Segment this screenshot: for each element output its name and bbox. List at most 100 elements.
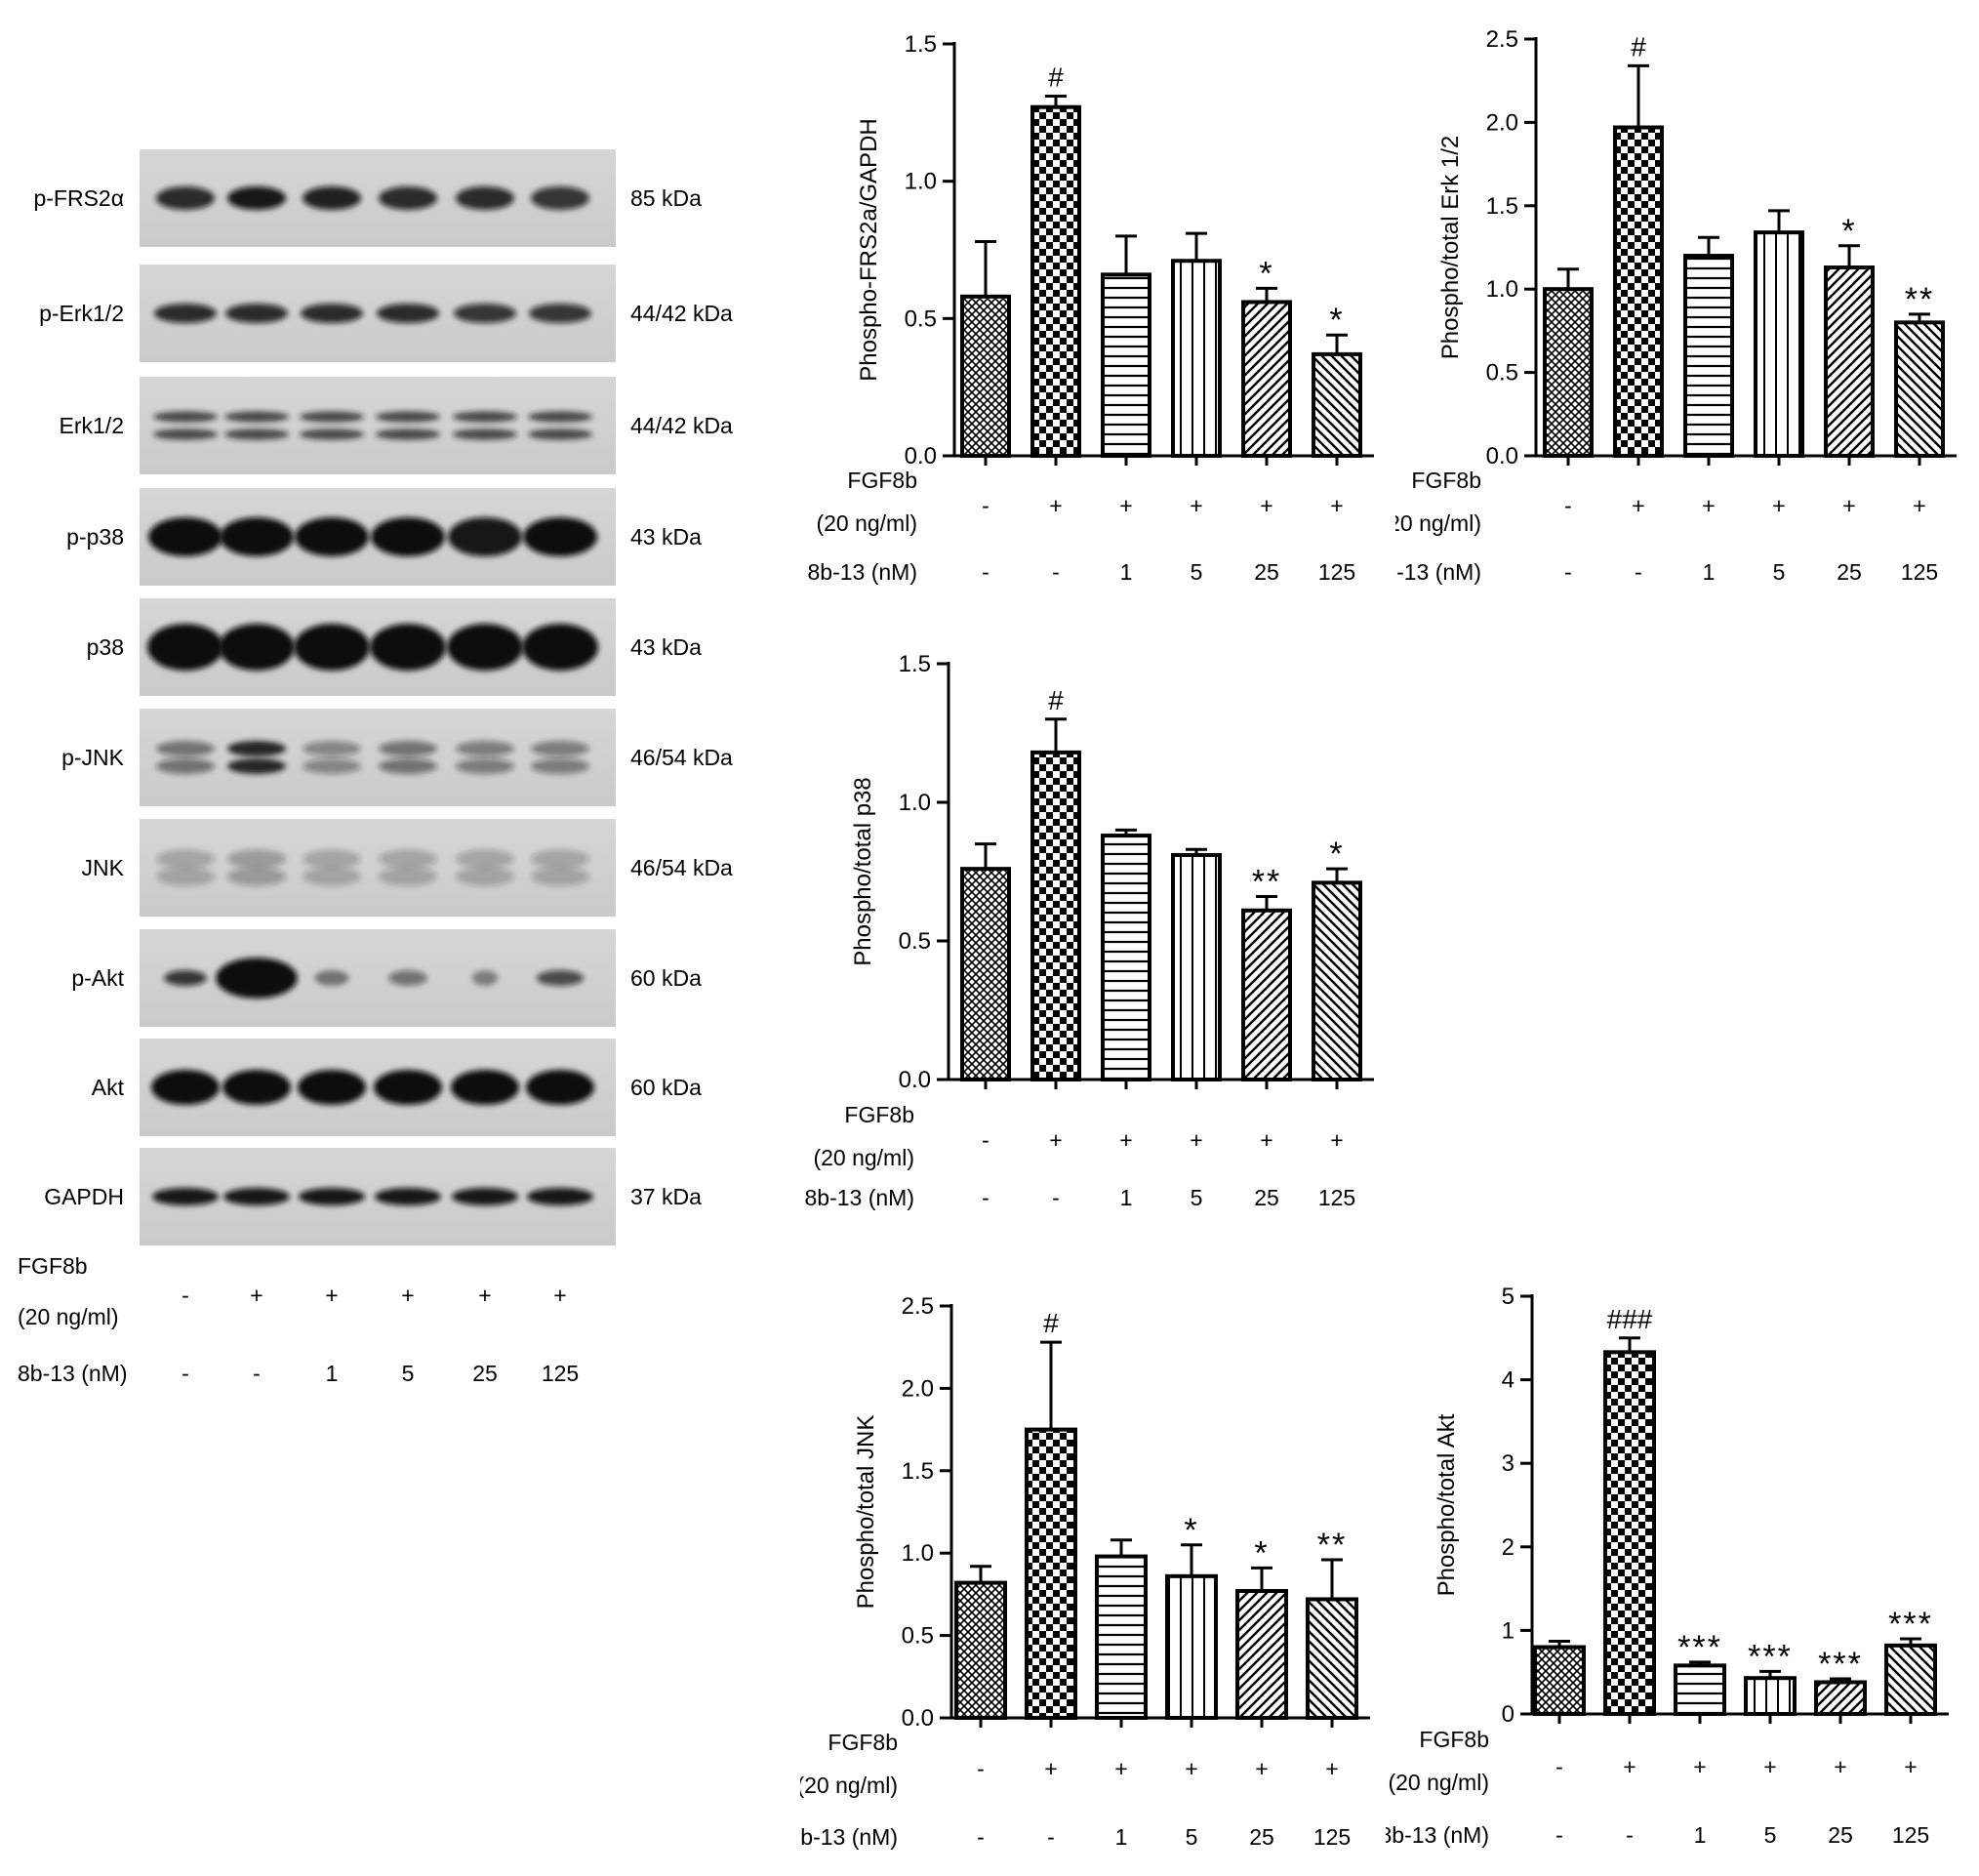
y-tick-label: 5 [1502,1284,1515,1310]
inhibitor-dose-value: 5 [1186,1824,1198,1850]
protein-band [374,1070,442,1105]
protein-band [536,970,585,986]
protein-band [148,517,222,556]
fgf8b-concentration-label: (20 ng/ml) [816,510,917,536]
bar [1101,834,1151,1081]
blot-molecular-weight: 43 kDa [630,634,702,660]
y-tick-label: 2.5 [1486,26,1518,53]
inhibitor-dose-value: - [1626,1822,1634,1848]
fgf8b-treatment-value: + [1763,1754,1776,1779]
inhibitor-dose-value: 25 [1254,1185,1279,1210]
protein-band [456,186,514,210]
inhibitor-dose-value: 1 [1703,559,1716,585]
protein-band [224,411,289,423]
protein-band [156,849,215,869]
protein-band [379,186,437,210]
protein-band [531,741,589,756]
fgf8b-concentration-label: (20 ng/ml) [813,1145,914,1170]
protein-band [456,758,514,774]
fgf8b-treatment-value: - [1564,493,1572,518]
blot-strip [140,819,616,917]
significance-annotation: *** [1677,1629,1722,1666]
fgf8b-treatment-value: + [1693,1754,1706,1779]
inhibitor-dose-value: 125 [1313,1824,1351,1850]
y-tick-label: 0.5 [905,306,937,332]
significance-annotation: # [1043,1308,1059,1338]
blot-molecular-weight: 43 kDa [630,524,702,550]
blot-strip [140,377,616,474]
fgf8b-treatment-value: + [1185,1756,1197,1781]
protein-band [300,428,364,440]
protein-band [526,1070,594,1105]
protein-band [471,970,499,986]
bar [1543,287,1594,459]
y-tick-label: 2.5 [902,1293,934,1320]
y-tick-label: 1.0 [905,169,937,195]
protein-band [222,1070,291,1105]
significance-annotation: *** [1748,1638,1793,1675]
protein-band [227,849,286,869]
inhibitor-label: 8b-13 (nM) [805,1185,914,1210]
protein-band [156,867,215,886]
protein-band [379,758,437,774]
inhibitor-dose-value: 25 [1837,559,1862,585]
fgf8b-treatment-value: + [1834,1754,1846,1779]
bar [1613,125,1664,459]
inhibitor-dose-value: 5 [1764,1822,1777,1848]
y-axis-label: Phospho-FRS2a/GAPDH [856,118,882,381]
bar [1306,1597,1358,1720]
inhibitor-dose-value: 125 [1892,1822,1929,1848]
blot-molecular-weight: 60 kDa [630,1075,702,1100]
y-tick-label: 2.0 [1486,109,1518,136]
blot-molecular-weight: 37 kDa [630,1184,702,1209]
fgf8b-treatment-value: + [1913,493,1925,518]
inhibitor-dose-value: - [1555,1822,1563,1848]
protein-band [447,624,523,671]
inhibitor-dose-value: 125 [1901,559,1938,585]
protein-band [370,624,446,671]
bar [1754,230,1804,458]
fgf8b-concentration-label: (20 ng/ml) [1388,1770,1489,1795]
protein-band [216,958,298,999]
western-blot-figure: p-FRS2α 85 kDa p-Erk1/2 44/42 kDa Erk1/2 44/4… [18,149,733,1386]
blot-strip [140,709,616,806]
protein-band [379,867,437,886]
fgf8b-treatment-value: + [1330,1127,1343,1153]
protein-band [303,186,361,210]
protein-band [164,970,207,986]
fgf8b-treatment-value: + [1049,493,1062,518]
y-tick-label: 0.0 [905,443,937,469]
inhibitor-dose-value: 1 [1694,1822,1707,1848]
protein-band [314,970,349,986]
protein-band [452,1188,518,1205]
y-tick-label: 0.5 [899,928,931,955]
inhibitor-dose-value: - [1052,559,1060,585]
bar [1312,351,1362,459]
protein-band [531,758,589,774]
chart-phospho-akt: 0 1 2 3 4 5 Phospho/total Akt ### *** *** *** *** FG… [1386,1284,1949,1848]
protein-band [379,849,437,869]
significance-annotation: * [1329,836,1344,873]
inhibitor-label: 8b-13 (nM) [800,1824,898,1850]
protein-band [303,741,361,756]
protein-band [219,624,295,671]
bar [1744,1676,1797,1716]
blot-row-label: p-FRS2α [33,185,124,211]
protein-band [227,186,286,210]
inhibitor-dose-value: - [1564,559,1572,585]
significance-annotation: # [1048,685,1064,715]
y-tick-label: 1.5 [1486,193,1518,220]
blot-row-label: Akt [92,1075,125,1100]
inhibitor-label: 8b-13 (nM) [1386,1822,1489,1848]
bar [1603,1350,1656,1717]
inhibitor-dose-value: 5 [1191,559,1203,585]
inhibitor-dose-value: - [977,1824,985,1850]
inhibitor-dose-value: 25 [1249,1824,1274,1850]
protein-band [528,428,592,440]
inhibitor-label: 8b-13 (nM) [1395,559,1481,585]
bar [954,1580,1007,1721]
fgf8b-label: FGF8b [847,468,917,493]
fgf8b-treatment-value: + [1623,1754,1636,1779]
y-tick-label: 4 [1502,1367,1515,1394]
